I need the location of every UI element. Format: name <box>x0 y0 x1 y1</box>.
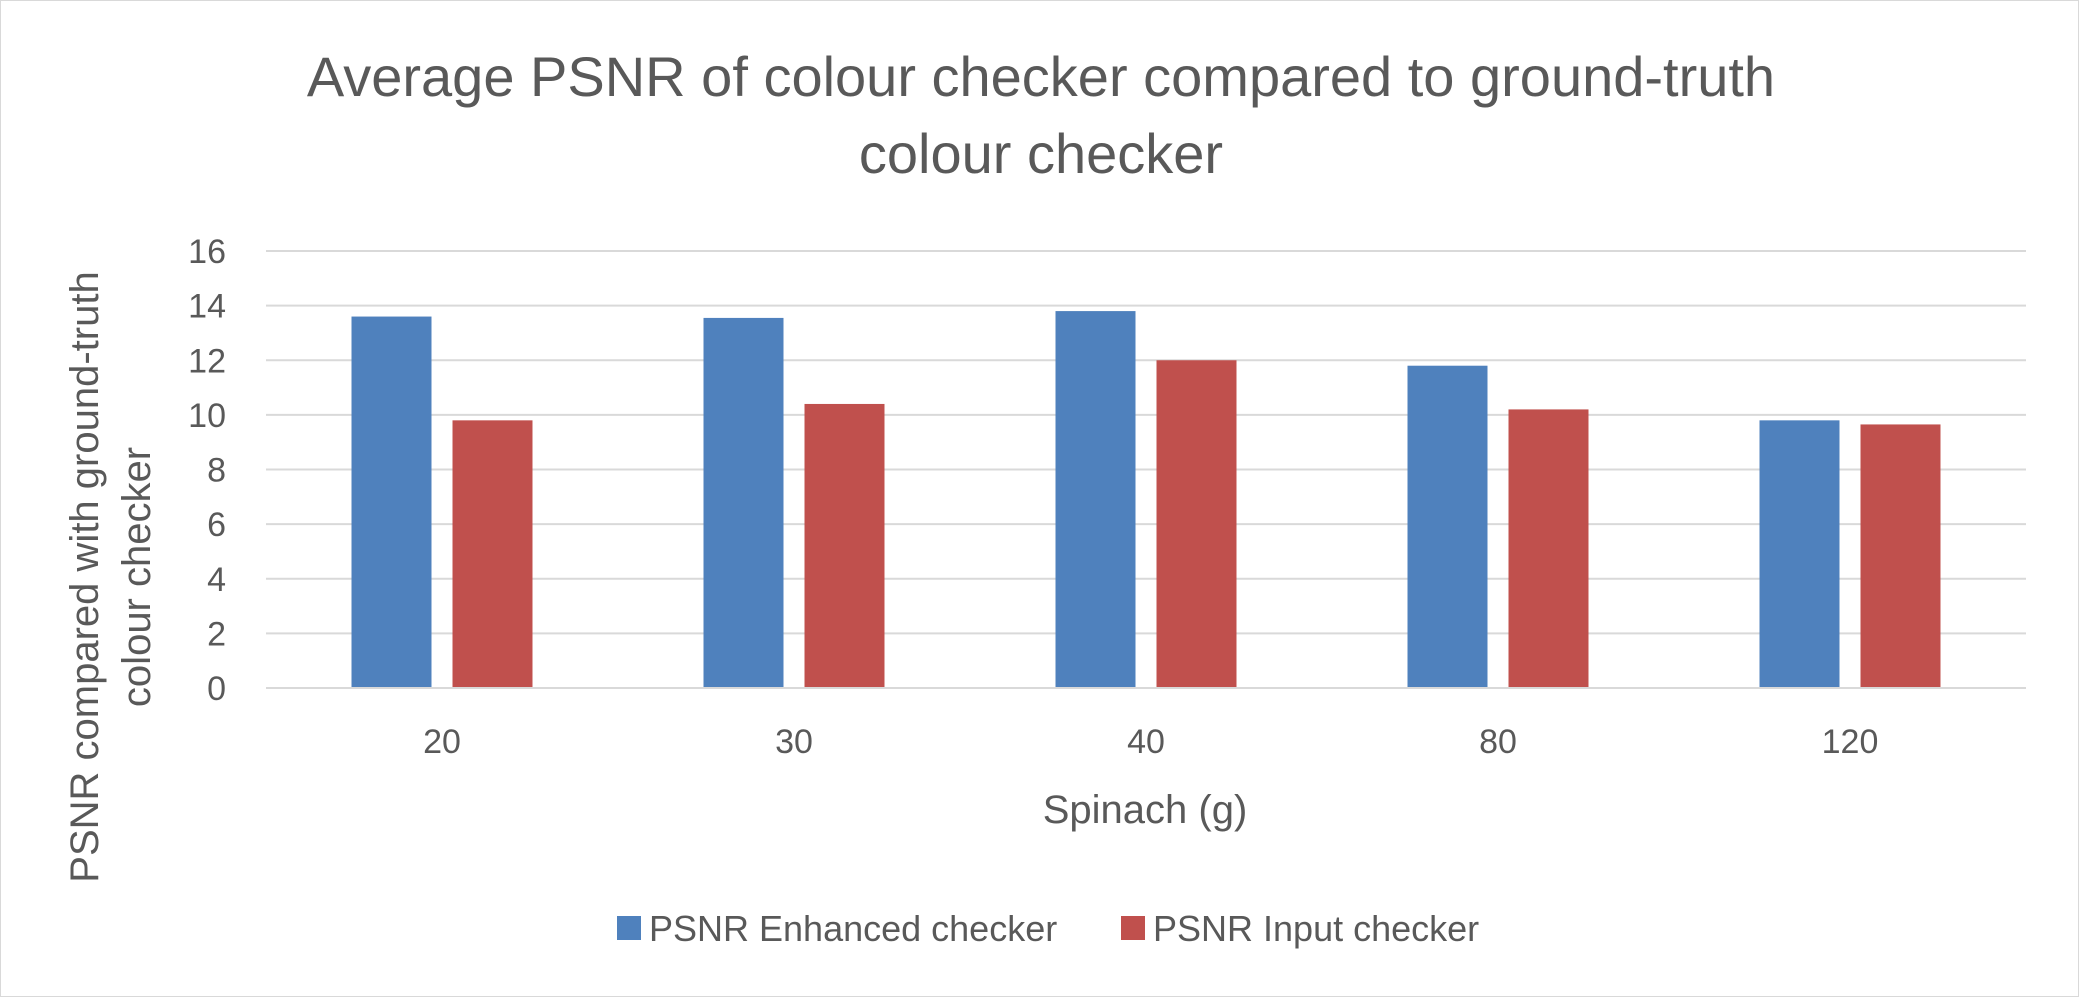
x-tick-label: 30 <box>775 723 813 761</box>
y-axis-title-line-2: colour checker <box>115 447 159 707</box>
y-tick-label: 12 <box>188 342 226 380</box>
y-tick-label: 0 <box>207 670 226 708</box>
x-axis-ticks: 20 30 40 80 120 <box>423 723 1878 761</box>
bar-psnr-enhanced-checker-40 <box>1055 311 1136 688</box>
x-tick-label: 80 <box>1479 723 1517 761</box>
bar-psnr-input-checker-120 <box>1860 424 1941 688</box>
bars <box>351 311 1941 688</box>
bar-psnr-enhanced-checker-20 <box>351 316 432 688</box>
y-axis-ticks: 0 2 4 6 8 10 12 14 16 <box>188 233 226 708</box>
legend-swatch <box>617 916 641 940</box>
bar-psnr-input-checker-80 <box>1508 409 1589 688</box>
legend-swatch <box>1121 916 1145 940</box>
y-tick-label: 10 <box>188 397 226 435</box>
y-axis-title-line-1: PSNR compared with ground-truth <box>63 271 107 882</box>
bar-psnr-input-checker-20 <box>452 420 533 688</box>
bar-psnr-enhanced-checker-120 <box>1759 420 1840 688</box>
legend-label: PSNR Input checker <box>1153 908 1479 949</box>
y-tick-label: 16 <box>188 233 226 271</box>
y-tick-label: 2 <box>207 615 226 653</box>
chart-title-line-2: colour checker <box>859 122 1223 185</box>
y-tick-label: 8 <box>207 452 226 490</box>
bar-psnr-enhanced-checker-30 <box>703 317 784 688</box>
gridlines <box>266 250 2026 635</box>
chart-title-line-1: Average PSNR of colour checker compared … <box>307 45 1775 108</box>
y-axis-title: PSNR compared with ground-truth colour c… <box>63 271 159 882</box>
chart-title: Average PSNR of colour checker compared … <box>307 45 1775 185</box>
x-axis-title: Spinach (g) <box>1043 788 1248 832</box>
bar-psnr-input-checker-30 <box>804 403 885 688</box>
x-tick-label: 40 <box>1127 723 1165 761</box>
x-tick-label: 120 <box>1822 723 1879 761</box>
y-tick-label: 4 <box>207 561 226 599</box>
y-tick-label: 14 <box>188 288 226 326</box>
bar-psnr-input-checker-40 <box>1156 360 1237 688</box>
bar-psnr-enhanced-checker-80 <box>1407 365 1488 688</box>
x-tick-label: 20 <box>423 723 461 761</box>
legend-label: PSNR Enhanced checker <box>649 908 1057 949</box>
y-tick-label: 6 <box>207 506 226 544</box>
legend: PSNR Enhanced checker PSNR Input checker <box>617 908 1479 949</box>
